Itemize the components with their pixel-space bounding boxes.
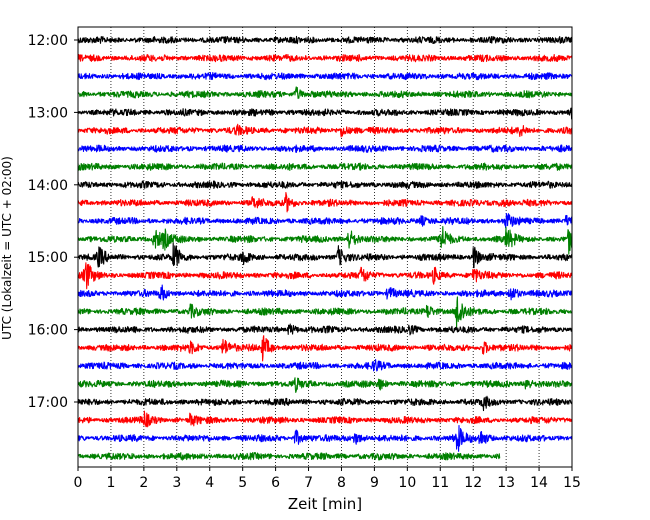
trace-1430-blue: [77, 212, 573, 229]
trace-1530-blue: [77, 284, 573, 301]
trace-1630-blue: [77, 359, 573, 372]
x-tick-label-8: 8: [337, 475, 346, 491]
x-tick-label-11: 11: [431, 475, 449, 491]
plot-frame: [77, 26, 573, 468]
x-axis: 0 1 2 3 4 5 6 7 8 9 10 11 12 13 14 15: [74, 467, 581, 491]
trace-1615-red: [77, 335, 573, 362]
trace-1715-red: [77, 410, 573, 428]
traces: [77, 35, 573, 461]
x-tick-label-4: 4: [205, 475, 214, 491]
y-axis: 12:00 13:00 14:00 15:00 16:00 17:00: [28, 33, 78, 411]
x-tick-label-0: 0: [74, 475, 83, 491]
trace-1645-green: [77, 377, 573, 393]
trace-1400-black: [77, 180, 573, 190]
trace-1230-blue: [77, 72, 573, 81]
trace-1515-red: [77, 262, 573, 290]
x-tick-label-12: 12: [464, 475, 482, 491]
y-tick-label-1200: 12:00: [28, 33, 68, 49]
trace-1545-green: [77, 296, 573, 329]
trace-1200-black: [77, 35, 573, 45]
y-tick-label-1300: 13:00: [28, 105, 68, 121]
trace-1445-green: [77, 226, 573, 255]
trace-1730-blue: [77, 424, 573, 452]
y-tick-label-1500: 15:00: [28, 250, 68, 266]
x-tick-label-3: 3: [172, 475, 181, 491]
trace-1700-black: [77, 395, 573, 412]
y-axis-label: UTC (Lokalzeit = UTC + 02:00): [0, 156, 14, 340]
y-tick-label-1700: 17:00: [28, 395, 68, 411]
plot-background: [78, 27, 572, 467]
x-tick-label-9: 9: [370, 475, 379, 491]
x-tick-label-1: 1: [106, 475, 115, 491]
x-tick-label-10: 10: [398, 475, 416, 491]
trace-1500-black: [77, 242, 573, 269]
trace-1330-blue: [77, 144, 573, 153]
trace-1315-red: [77, 123, 573, 138]
plot-border: [77, 26, 573, 468]
trace-1245-green: [77, 86, 573, 99]
x-tick-label-6: 6: [271, 475, 280, 491]
y-tick-label-1600: 16:00: [28, 323, 68, 339]
x-tick-label-5: 5: [238, 475, 247, 491]
x-tick-label-7: 7: [304, 475, 313, 491]
y-tick-label-1400: 14:00: [28, 178, 68, 194]
trace-1300-black: [77, 107, 573, 120]
gridlines: [110, 27, 540, 467]
x-tick-label-2: 2: [139, 475, 148, 491]
trace-1600-black: [77, 323, 573, 336]
trace-1415-red: [77, 191, 573, 213]
x-tick-label-13: 13: [497, 475, 515, 491]
trace-1215-red: [77, 53, 573, 63]
trace-1745-green: [77, 452, 501, 461]
x-tick-label-15: 15: [563, 475, 581, 491]
x-tick-label-14: 14: [530, 475, 548, 491]
x-axis-label: Zeit [min]: [288, 495, 362, 513]
trace-1345-green: [77, 162, 573, 171]
plot-area: [78, 27, 572, 467]
